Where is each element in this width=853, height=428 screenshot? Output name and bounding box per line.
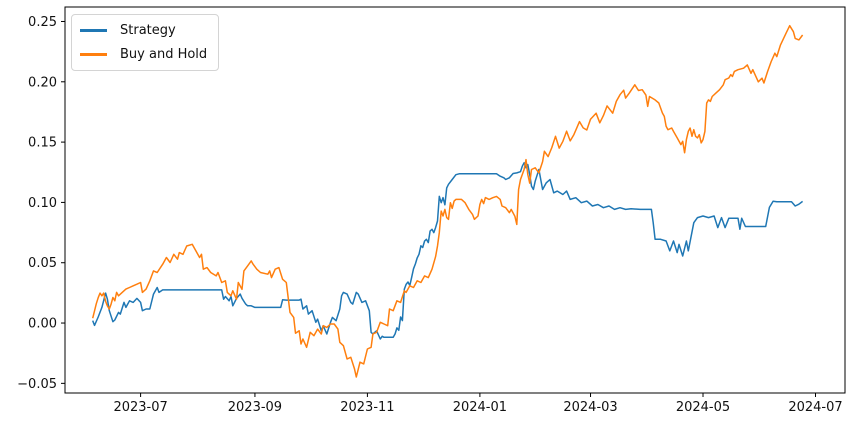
legend-line-buy-and-hold-icon (80, 53, 107, 56)
axes-frame (64, 6, 846, 394)
x-tick-label: 2024-07 (788, 400, 842, 415)
x-tick-label: 2023-07 (113, 400, 167, 415)
legend-label-strategy: Strategy (120, 23, 176, 38)
y-tick-label: 0.20 (28, 75, 57, 90)
y-tick-label: 0.00 (28, 317, 57, 332)
series-line-strategy (91, 162, 804, 340)
x-tick-label: 2023-09 (228, 400, 282, 415)
legend-line-strategy-icon (80, 29, 107, 32)
y-tick-label: 0.25 (28, 15, 57, 30)
x-tick-label: 2024-03 (563, 400, 617, 415)
legend-item-strategy: Strategy (80, 21, 207, 40)
legend-label-buy-and-hold: Buy and Hold (120, 47, 208, 62)
y-tick-label: 0.10 (28, 196, 57, 211)
x-tick-label: 2024-05 (676, 400, 730, 415)
legend: Strategy Buy and Hold (71, 14, 220, 71)
y-tick-label: −0.05 (17, 377, 57, 392)
y-tick-label: 0.05 (28, 256, 57, 271)
x-tick-label: 2023-11 (340, 400, 394, 415)
y-tick-label: 0.15 (28, 136, 57, 151)
legend-item-buy-and-hold: Buy and Hold (80, 45, 207, 64)
series-line-buy-and-hold (91, 24, 804, 378)
x-tick-label: 2024-01 (453, 400, 507, 415)
